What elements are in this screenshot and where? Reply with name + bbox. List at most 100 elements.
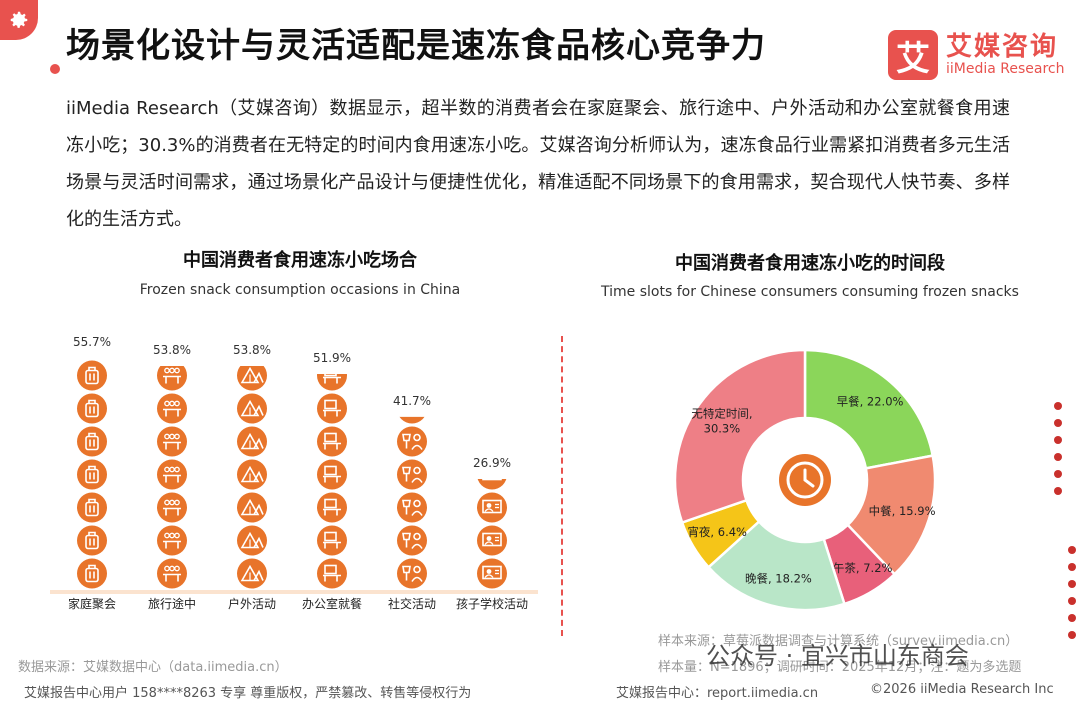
watermark: 公众号 · 宜兴市山东商会 — [706, 642, 969, 670]
logo-cn-text: 艾媒咨询 — [946, 32, 1059, 62]
bar-办公室就餐: 51.9% 办公室就餐 — [302, 351, 362, 611]
dining-table-icon — [157, 366, 187, 391]
bar-户外活动: 53.8% 户外活动 — [228, 343, 276, 611]
slice-label: 早餐, 22.0% — [837, 394, 904, 408]
clock-icon — [779, 454, 831, 506]
dashed-divider — [561, 336, 563, 636]
social-drinks-icon — [397, 459, 427, 490]
social-drinks-icon — [399, 416, 425, 424]
office-desk-icon — [317, 459, 347, 490]
category-label: 孩子学校活动 — [456, 596, 528, 611]
value-label: 51.9% — [313, 351, 351, 365]
office-desk-icon — [317, 426, 347, 457]
left-chart-title: 中国消费者食用速冻小吃场合 — [183, 250, 417, 271]
icon-stack — [77, 360, 107, 589]
tent-icon — [237, 492, 267, 523]
logo-en-text: iiMedia Research — [946, 61, 1065, 77]
tent-icon — [237, 525, 267, 556]
slice-下午茶: 下午茶, 7.2% — [821, 523, 897, 606]
logo-mark: 艾 — [888, 30, 938, 80]
office-desk-icon — [317, 525, 347, 556]
left-chart-subtitle: Frozen snack consumption occasions in Ch… — [139, 282, 461, 298]
value-label: 55.7% — [73, 335, 111, 349]
luggage-icon — [77, 393, 107, 424]
tent-icon — [237, 366, 267, 391]
category-label: 户外活动 — [228, 596, 276, 611]
intro-paragraph: iiMedia Research（艾媒咨询）数据显示，超半数的消费者会在家庭聚会… — [66, 98, 1010, 230]
category-label: 旅行途中 — [148, 596, 196, 611]
icon-stack — [157, 366, 187, 589]
category-label: 办公室就餐 — [302, 596, 362, 611]
page-title: 场景化设计与灵活适配是速冻食品核心竞争力 — [66, 26, 766, 66]
luggage-icon — [77, 459, 107, 490]
icon-stack — [237, 366, 267, 589]
slice-label: 下午茶, 7.2% — [821, 561, 892, 575]
category-label: 家庭聚会 — [68, 596, 116, 611]
slice-label: 宵夜, 6.4% — [687, 525, 747, 539]
gear-icon — [10, 11, 28, 28]
value-label: 53.8% — [153, 343, 191, 357]
right-chart-subtitle: Time slots for Chinese consumers consumi… — [601, 284, 1019, 300]
luggage-icon — [77, 426, 107, 457]
bar-家庭聚会: 55.7% 家庭聚会 — [68, 335, 116, 611]
office-desk-icon — [317, 492, 347, 523]
dining-table-icon — [157, 492, 187, 523]
social-drinks-icon — [397, 492, 427, 523]
school-board-icon — [477, 558, 507, 589]
right-source-note: 样本来源：草莓派数据调查与计算系统（survey.iimedia.cn） — [658, 634, 1019, 649]
dining-table-icon — [157, 459, 187, 490]
corner-badge — [0, 0, 38, 40]
social-drinks-icon — [397, 558, 427, 589]
value-label: 53.8% — [233, 343, 271, 357]
icon-stack — [317, 374, 347, 589]
value-label: 41.7% — [393, 394, 431, 408]
icon-stack — [397, 416, 427, 589]
bar-旅行途中: 53.8% 旅行途中 — [148, 343, 196, 611]
tent-icon — [237, 558, 267, 589]
tent-icon — [237, 459, 267, 490]
slice-无特定时间: 无特定时间,30.3% — [673, 348, 807, 525]
luggage-icon — [77, 360, 107, 391]
slice-label: 中餐, 15.9% — [869, 504, 936, 518]
luggage-icon — [77, 492, 107, 523]
slice-label: 晚餐, 18.2% — [745, 571, 812, 585]
slice-label: 无特定时间, — [691, 406, 752, 420]
time-slot-donut-chart: 早餐, 22.0% 中餐, 15.9% 下午茶, 7.2% 晚餐, 18.2% 宵夜, … — [673, 348, 937, 612]
decor-dots-upper — [1054, 402, 1062, 504]
bar-孩子学校活动: 26.9% 孩子学校活动 — [456, 456, 528, 611]
tent-icon — [237, 426, 267, 457]
axis-baseline — [50, 590, 538, 594]
report-center-link[interactable]: 艾媒报告中心：report.iimedia.cn — [616, 686, 819, 701]
dining-table-icon — [157, 426, 187, 457]
occasion-icon-bar-chart: 55.7% 家庭聚会 53.8% 旅行途中 53.8% 户外活动 51.9% 办公室就餐 41.… — [50, 335, 538, 611]
category-label: 社交活动 — [388, 596, 436, 611]
social-drinks-icon — [397, 525, 427, 556]
slice-label: 30.3% — [704, 421, 741, 435]
icon-stack — [477, 479, 507, 589]
school-board-icon — [477, 492, 507, 523]
bottom-bar: 艾媒报告中心用户 158****8263 专享 尊重版权，严禁篡改、转售等侵权行… — [0, 678, 1080, 702]
decor-dot — [50, 64, 60, 74]
copyright-year: ©2026 iiMedia Research Inc — [870, 682, 1054, 697]
office-desk-icon — [317, 393, 347, 424]
slice-早餐: 早餐, 22.0% — [803, 348, 935, 470]
copyright-notice: 艾媒报告中心用户 158****8263 专享 尊重版权，严禁篡改、转售等侵权行… — [24, 686, 472, 701]
school-board-icon — [477, 525, 507, 556]
office-desk-icon — [317, 558, 347, 589]
tent-icon — [237, 393, 267, 424]
social-drinks-icon — [397, 426, 427, 457]
office-desk-icon — [317, 374, 347, 391]
luggage-icon — [77, 525, 107, 556]
bar-社交活动: 41.7% 社交活动 — [388, 394, 436, 611]
dining-table-icon — [157, 558, 187, 589]
dining-table-icon — [157, 525, 187, 556]
decor-dots-lower — [1068, 546, 1076, 648]
left-source-note: 数据来源：艾媒数据中心（data.iimedia.cn） — [18, 660, 288, 675]
value-label: 26.9% — [473, 456, 511, 470]
school-board-icon — [477, 479, 507, 490]
luggage-icon — [77, 558, 107, 589]
brand-logo: 艾 艾媒咨询 iiMedia Research — [888, 30, 1065, 80]
right-sample-note: 样本量：N=1896；调研时间：2025年12月；注：题为多选题 — [658, 660, 1022, 675]
dining-table-icon — [157, 393, 187, 424]
right-chart-title: 中国消费者食用速冻小吃的时间段 — [675, 253, 945, 274]
